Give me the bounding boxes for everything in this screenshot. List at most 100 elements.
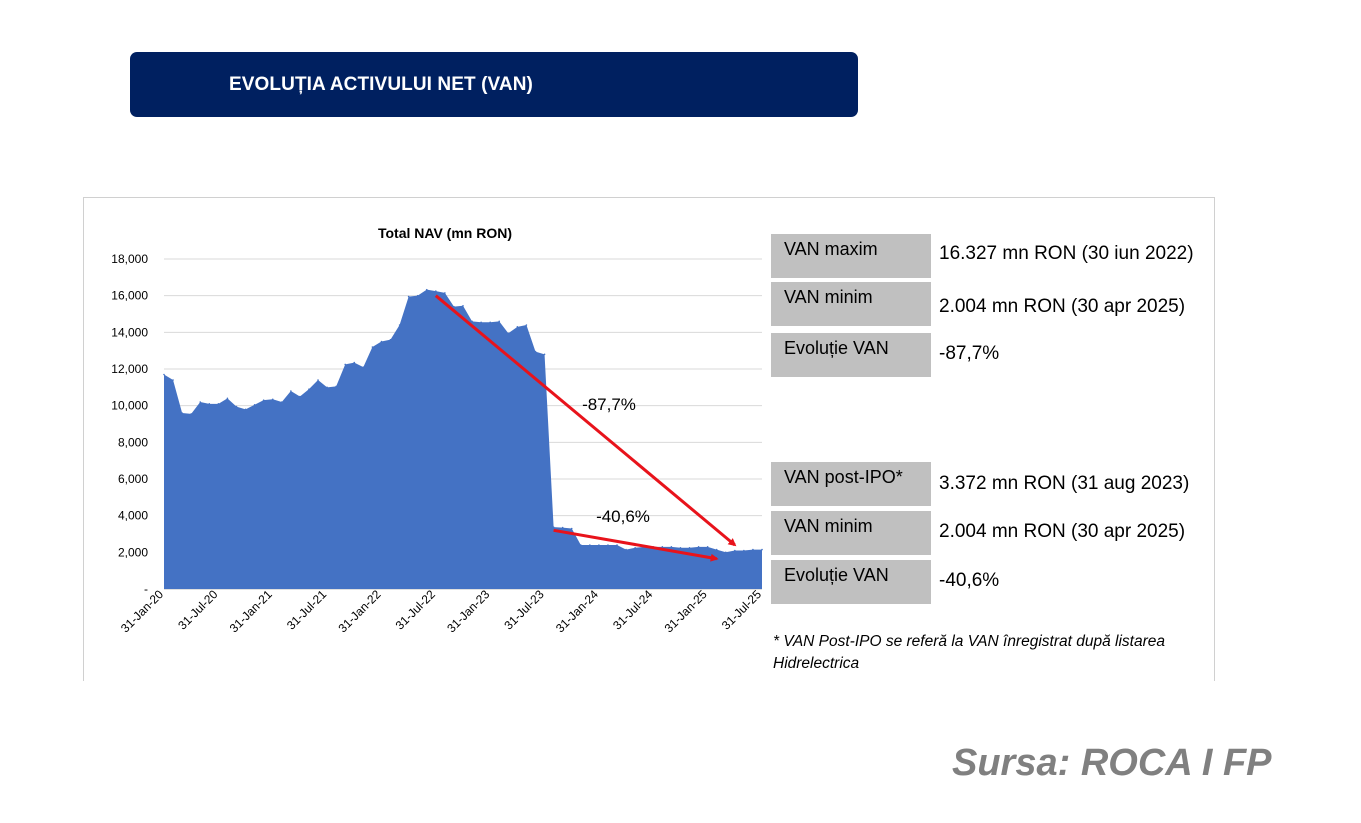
stat-value-evolutie-van-2: -40,6% [939, 570, 1000, 591]
data-point [516, 326, 519, 328]
data-point [199, 401, 202, 403]
y-tick-label: 18,000 [111, 252, 148, 266]
data-point [598, 544, 600, 546]
stat-value-van-minim-2: 2.004 mn RON (30 apr 2025) [939, 521, 1186, 542]
data-point [634, 546, 636, 549]
data-point [172, 379, 174, 381]
stat-value-van-maxim: 16.327 mn RON (30 iun 2022) [939, 243, 1194, 264]
data-point [253, 403, 256, 406]
data-point [335, 385, 337, 388]
data-point [217, 403, 220, 405]
y-tick-label: 6,000 [118, 472, 148, 486]
y-tick-label: 10,000 [111, 399, 148, 413]
stat-label-van-maxim: VAN maxim [771, 234, 931, 278]
data-point [462, 304, 464, 307]
data-point [416, 294, 419, 297]
data-point [444, 292, 446, 294]
data-point [498, 320, 501, 323]
y-tick-label: 12,000 [111, 362, 148, 376]
data-point [353, 361, 356, 364]
x-tick-label: 31-Jan-21 [227, 587, 275, 635]
x-tick-label: 31-Jul-21 [284, 587, 330, 633]
y-tick-label: 4,000 [118, 509, 148, 523]
data-point [661, 546, 664, 548]
data-point [435, 290, 437, 292]
x-tick-label: 31-Jan-22 [335, 587, 383, 635]
x-tick-label: 31-Jan-20 [118, 587, 166, 635]
data-point [244, 408, 247, 411]
data-point [271, 398, 274, 401]
data-point [344, 363, 347, 366]
data-point [670, 546, 673, 548]
data-point [489, 321, 491, 324]
data-point [570, 527, 573, 530]
data-point [163, 373, 165, 376]
data-point [453, 305, 455, 308]
stat-value-evolutie-van: -87,7% [939, 343, 1000, 364]
data-point [262, 399, 265, 401]
x-tick-label: 31-Jul-23 [501, 587, 547, 633]
data-point [715, 548, 718, 551]
data-point [697, 546, 700, 548]
data-point [380, 340, 383, 343]
data-point [407, 295, 410, 298]
data-point [579, 544, 582, 546]
data-point [607, 544, 609, 546]
data-point [317, 379, 319, 381]
data-point [625, 548, 627, 551]
data-point [534, 350, 537, 353]
data-point [752, 548, 754, 551]
data-point [371, 346, 374, 348]
y-tick-label: 16,000 [111, 289, 148, 303]
x-tick-label: 31-Jan-25 [662, 587, 710, 635]
x-tick-label: 31-Jul-20 [175, 587, 221, 633]
stat-value-van-minim: 2.004 mn RON (30 apr 2025) [939, 296, 1186, 317]
stat-label-van-minim-2: VAN minim [771, 511, 931, 555]
data-point [235, 405, 238, 408]
data-point [290, 390, 292, 392]
data-point [425, 288, 428, 291]
y-tick-label: 14,000 [111, 325, 148, 339]
stat-label-evolutie-van: Evoluție VAN [771, 333, 931, 377]
nav-area-series [164, 289, 762, 589]
data-point [734, 549, 736, 552]
x-tick-label: 31-Jan-24 [553, 587, 601, 635]
data-point [226, 397, 229, 400]
y-tick-label: - [144, 582, 148, 596]
data-point [389, 338, 392, 341]
stat-label-evolutie-van-2: Evoluție VAN [771, 560, 931, 604]
data-point [543, 353, 546, 356]
trend-arrow [553, 528, 719, 562]
data-point [190, 413, 192, 415]
data-point [552, 526, 555, 528]
source-label: Sursa: ROCA I FP [952, 742, 1272, 784]
data-point [561, 526, 564, 529]
x-tick-label: 31-Jul-22 [393, 587, 439, 633]
x-tick-label: 31-Jul-24 [610, 587, 656, 633]
data-point [181, 412, 183, 414]
data-point [679, 546, 682, 549]
data-point [208, 403, 211, 405]
footnote: * VAN Post-IPO se referă la VAN înregist… [773, 633, 1165, 672]
stat-value-van-post-ipo: 3.372 mn RON (31 aug 2023) [939, 473, 1190, 494]
arrow-label: -87,7% [582, 395, 636, 414]
stat-label-van-minim: VAN minim [771, 282, 931, 326]
x-tick-label: 31-Jul-25 [719, 587, 765, 633]
data-point [743, 549, 745, 552]
chart-title: Total NAV (mn RON) [378, 225, 512, 241]
x-tick-label: 31-Jan-23 [444, 587, 492, 635]
data-point [589, 544, 591, 546]
data-point [326, 386, 328, 389]
data-point [761, 548, 763, 551]
data-point [688, 546, 691, 549]
y-tick-label: 8,000 [118, 435, 148, 449]
data-point [724, 551, 727, 554]
title-banner: EVOLUȚIA ACTIVULUI NET (VAN) [130, 52, 858, 117]
data-point [308, 388, 310, 390]
arrow-label: -40,6% [596, 507, 650, 526]
data-point [616, 544, 618, 546]
data-point [362, 366, 365, 368]
data-point [507, 332, 510, 335]
y-tick-label: 2,000 [118, 545, 148, 559]
